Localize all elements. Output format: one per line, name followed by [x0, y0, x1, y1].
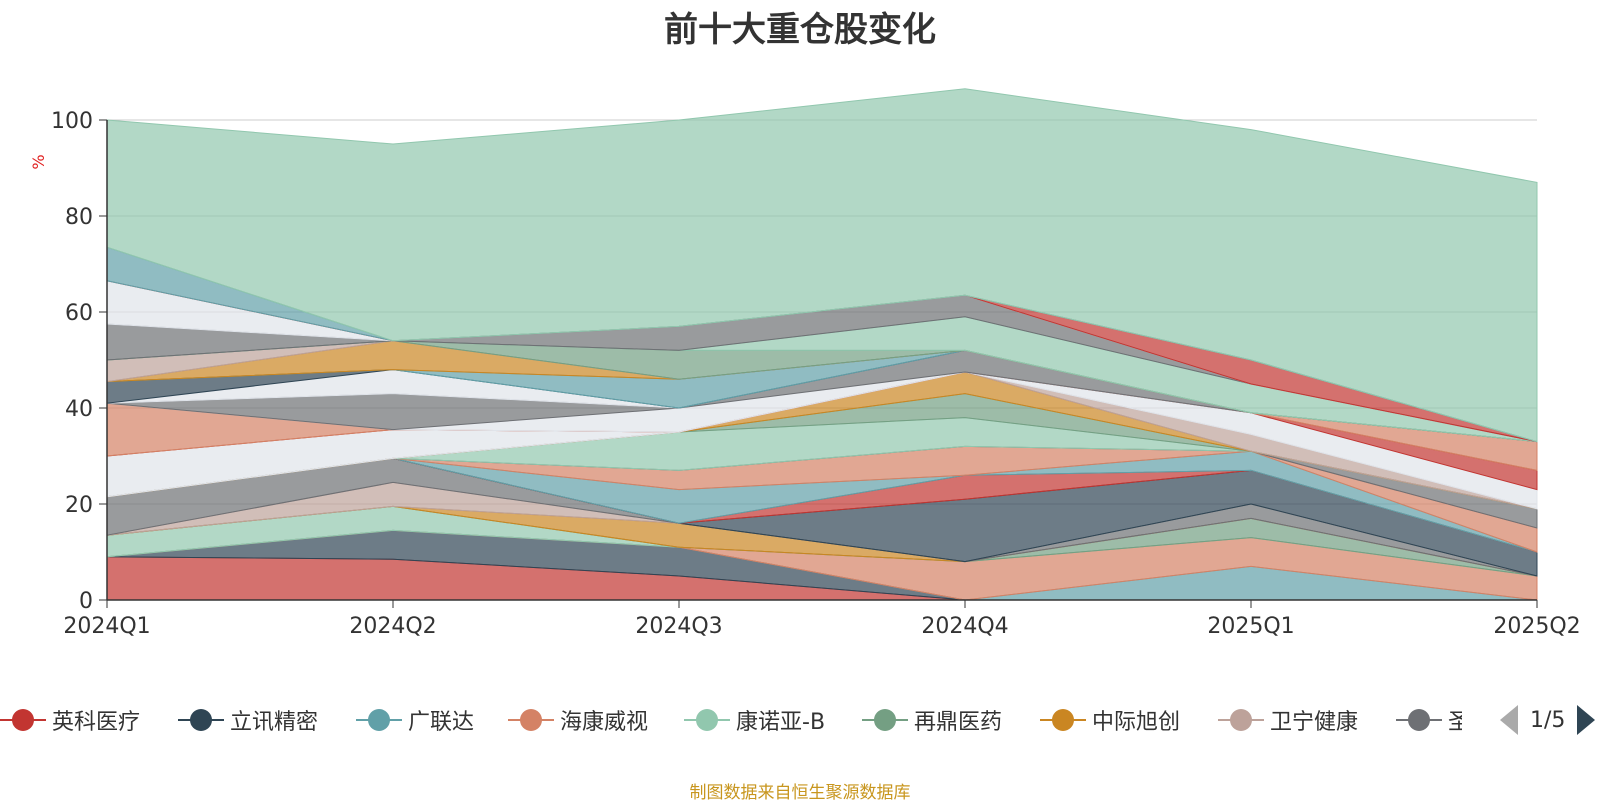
legend-item[interactable]: 立讯精密: [178, 700, 318, 740]
legend-marker-icon: [508, 700, 554, 740]
y-tick-label: 0: [79, 589, 93, 614]
legend-label: 再鼎医药: [914, 710, 1003, 735]
area-layer: [106, 88, 1538, 601]
legend-item[interactable]: 英科医疗: [0, 700, 140, 740]
y-tick-label: 100: [51, 109, 93, 134]
axis-layer: 0 20 40 60 80 100 2024Q1 2024Q2 2024Q3 2024Q4 2025…: [51, 109, 1581, 639]
legend-marker-icon: [1040, 700, 1086, 740]
legend-label: 立讯精密: [230, 710, 319, 735]
legend-label: 圣邦股份: [1448, 710, 1462, 735]
legend: 英科医疗 立讯精密 广联达 海康威视 康诺亚-B 再鼎医药 中际旭创 卫宁健康 圣邦股份: [0, 700, 1462, 740]
y-tick-label: 40: [65, 397, 93, 422]
legend-marker-icon: [1218, 700, 1264, 740]
data-source-note: 制图数据来自恒生聚源数据库: [689, 783, 911, 803]
legend-label: 英科医疗: [52, 710, 141, 735]
legend-next-page-button[interactable]: [1577, 705, 1596, 735]
legend-label: 广联达: [408, 710, 475, 735]
y-axis-unit: %: [29, 154, 48, 169]
legend-item[interactable]: 再鼎医药: [862, 700, 1002, 740]
legend-item[interactable]: 卫宁健康: [1218, 700, 1358, 740]
x-tick-label: 2024Q1: [63, 614, 150, 639]
legend-label: 卫宁健康: [1270, 710, 1359, 735]
legend-marker-icon: [178, 700, 224, 740]
stacked-area-chart: 0 20 40 60 80 100 2024Q1 2024Q2 2024Q3 2024Q4 2025…: [29, 88, 1581, 639]
legend-item[interactable]: 康诺亚-B: [684, 700, 825, 740]
chart-title: 前十大重仓股变化: [664, 10, 936, 50]
y-tick-label: 60: [65, 301, 93, 326]
x-tick-label: 2024Q3: [635, 614, 722, 639]
legend-pager: 1/5: [1500, 704, 1596, 736]
x-tick-label: 2025Q1: [1207, 614, 1294, 639]
legend-item[interactable]: 中际旭创: [1040, 700, 1180, 740]
y-tick-label: 80: [65, 205, 93, 230]
x-tick-label: 2024Q4: [921, 614, 1008, 639]
x-tick-label: 2025Q2: [1493, 614, 1580, 639]
legend-item[interactable]: 圣邦股份: [1396, 700, 1462, 740]
legend-marker-icon: [684, 700, 730, 740]
y-tick-label: 20: [65, 493, 93, 518]
legend-prev-page-button[interactable]: [1500, 705, 1518, 735]
legend-item[interactable]: 海康威视: [508, 700, 648, 740]
legend-label: 海康威视: [560, 710, 649, 735]
legend-marker-icon: [862, 700, 908, 740]
legend-label: 中际旭创: [1092, 710, 1181, 735]
legend-page-indicator: 1/5: [1530, 707, 1566, 733]
x-tick-label: 2024Q2: [349, 614, 436, 639]
area-series-35[interactable]: [106, 88, 1538, 443]
legend-marker-icon: [0, 700, 46, 740]
legend-item[interactable]: 广联达: [356, 700, 474, 740]
legend-marker-icon: [356, 700, 402, 740]
legend-label: 康诺亚-B: [736, 710, 826, 735]
legend-marker-icon: [1396, 700, 1442, 740]
